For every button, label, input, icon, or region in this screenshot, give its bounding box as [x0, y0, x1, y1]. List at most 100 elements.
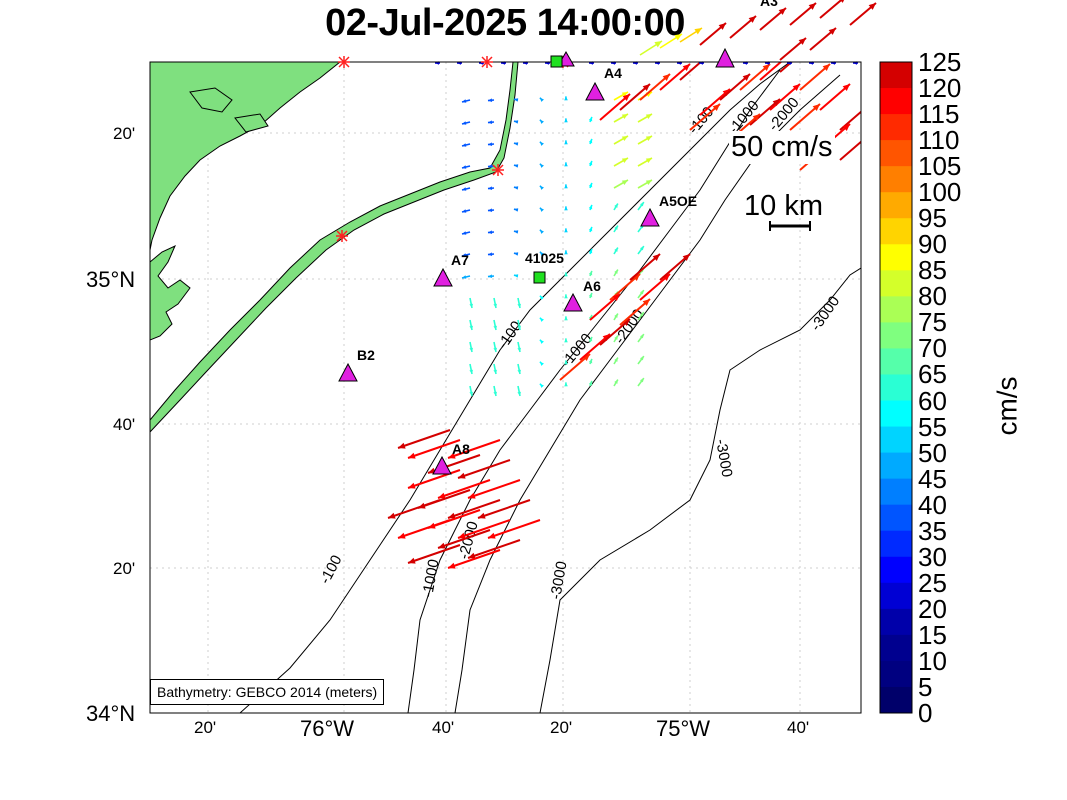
current-vector-head: [645, 136, 652, 142]
current-vector: [477, 499, 531, 519]
current-vector: [457, 519, 511, 539]
current-vector-head: [588, 380, 593, 386]
colorbar-swatch: [880, 426, 912, 454]
colorbar-tick-label: 35: [918, 515, 947, 546]
current-vector-head: [621, 158, 628, 164]
bathymetry-contours: [239, 62, 861, 713]
current-vector-head: [808, 3, 816, 10]
svg-text:A3: A3: [760, 0, 778, 9]
current-vector-head: [564, 118, 568, 123]
current-vector-head: [762, 64, 770, 71]
lon-tick-label: 20': [550, 718, 573, 737]
current-vector-head: [642, 299, 650, 306]
colorbar-tick-label: 10: [918, 645, 947, 676]
current-vector-head: [398, 442, 406, 449]
colorbar-tick-label: 15: [918, 619, 947, 650]
current-vector-head: [614, 379, 618, 384]
current-vector-head: [513, 142, 519, 146]
colorbar-tick-label: 5: [918, 671, 933, 702]
current-vector-head: [462, 121, 467, 125]
colorbar-swatch: [880, 686, 912, 714]
current-vector-head: [564, 184, 568, 189]
current-vector-head: [488, 532, 496, 539]
colorbar-swatch: [880, 400, 912, 428]
current-vector-head: [564, 338, 568, 343]
current-vector-head: [564, 360, 568, 365]
current-vector-head: [842, 84, 850, 91]
current-vector-head: [612, 294, 620, 301]
current-vector: [407, 544, 461, 564]
svg-text:A7: A7: [451, 252, 469, 268]
current-vector-head: [513, 230, 519, 234]
current-vector-head: [539, 119, 544, 124]
station-a8: A8: [432, 441, 470, 475]
lon-tick-label: 40': [432, 718, 455, 737]
buoy-marker-top: [550, 55, 563, 68]
current-vector-head: [468, 492, 476, 499]
current-vector-head: [614, 357, 618, 362]
current-vector-head: [469, 347, 473, 352]
colorbar-tick-label: 105: [918, 151, 962, 182]
current-vector-head: [588, 336, 593, 342]
current-vector-head: [778, 8, 786, 15]
current-vectors: [387, 62, 861, 569]
current-vector-head: [564, 228, 568, 233]
current-vector-head: [458, 472, 466, 479]
colorbar-swatch: [880, 452, 912, 480]
current-vector-head: [645, 158, 652, 164]
station-b2: B2: [338, 347, 375, 382]
current-vector-head: [564, 316, 568, 321]
plot-frame: [149, 61, 862, 714]
current-vector-head: [640, 356, 644, 361]
colorbar-swatch: [880, 140, 912, 167]
current-vector-head: [868, 3, 876, 10]
current-vector-head: [517, 325, 521, 330]
current-vector: [447, 499, 501, 519]
current-vector-head: [640, 312, 644, 317]
current-vector-head: [621, 114, 628, 120]
current-vector: [487, 519, 541, 539]
colorbar-swatch: [880, 62, 912, 89]
current-vector-head: [539, 317, 544, 322]
colorbar-swatch: [880, 322, 912, 349]
radar-site-marker: [336, 230, 348, 242]
lat-tick-label: 20': [113, 559, 136, 578]
colorbar-swatch: [880, 582, 912, 610]
current-vector-head: [517, 391, 521, 396]
colorbar-swatch: [880, 660, 912, 688]
station-a6: A6: [563, 278, 601, 312]
buoy-41025: 41025: [525, 250, 564, 284]
svg-text:A5OE: A5OE: [659, 193, 697, 209]
current-vector-head: [462, 275, 467, 279]
colorbar-swatch: [880, 296, 912, 323]
current-vector-head: [588, 182, 593, 188]
current-vector-head: [621, 136, 628, 142]
contour-label: -1000: [419, 558, 442, 599]
colorbar-swatch: [880, 374, 912, 402]
current-vector-head: [408, 452, 416, 459]
current-vector-head: [640, 290, 644, 295]
colorbar-tick-label: 55: [918, 411, 947, 442]
current-vector-head: [539, 97, 544, 102]
current-vector-head: [458, 532, 466, 539]
current-vector-head: [513, 120, 519, 124]
current-vector-head: [621, 180, 628, 186]
current-vector: [759, 62, 783, 81]
current-vector-head: [645, 180, 652, 186]
colorbar-tick-label: 50: [918, 437, 947, 468]
colorbar-tick-label: 80: [918, 281, 947, 312]
map-title: 02-Jul-2025 14:00:00: [325, 2, 685, 44]
current-vector-head: [517, 303, 521, 308]
colorbar-tick-label: 0: [918, 698, 933, 728]
current-vector-head: [462, 143, 467, 147]
current-vector-head: [662, 74, 670, 81]
lon-tick-label: 20': [194, 718, 217, 737]
contour-label: -3000: [547, 560, 570, 601]
land-outer-banks: [150, 62, 519, 433]
current-vector-head: [408, 482, 416, 489]
colorbar: [880, 62, 912, 714]
colorbar-swatch: [880, 270, 912, 297]
current-vector-head: [622, 94, 630, 101]
current-vector-head: [487, 274, 493, 278]
lon-tick-label: 40': [787, 718, 810, 737]
